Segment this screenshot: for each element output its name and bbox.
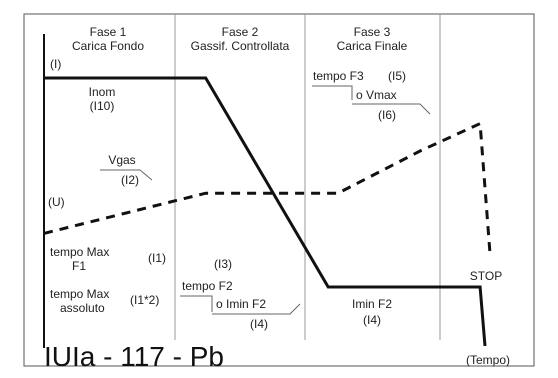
label-i2: (I2) [121,173,139,187]
label-vgas: Vgas [108,153,135,167]
phase-3-name: Fase 3 [354,25,391,39]
label-i10: (I10) [90,99,115,113]
label-i1-2: (I1*2) [130,293,159,307]
x-axis-label: (Tempo) [466,353,510,367]
phase-1-name: Fase 1 [90,25,127,39]
vmax-leader [352,103,431,115]
series-current-line [44,76,487,347]
label-tempo-max-ass-line2: assoluto [60,301,105,315]
tempo-f3-leader [312,85,353,100]
label-i1: (I1) [148,251,166,265]
phase-2-name: Fase 2 [222,25,259,39]
label-i4-a: (I4) [250,317,268,331]
phase-1-subtitle: Carica Fondo [72,39,144,53]
label-i3: (I3) [214,257,232,271]
label-inom: Inom [89,85,116,99]
chart-title: IUIa - 117 - Pb [44,341,224,372]
tempo-f2-leader [180,295,213,312]
current-axis-label: (I) [50,57,61,71]
voltage-axis-label: (U) [48,195,65,209]
label-i5: (I5) [388,69,406,83]
label-i6: (I6) [378,108,396,122]
imin-f2-leader [212,303,301,315]
phase-3-subtitle: Carica Finale [337,39,408,53]
label-tempo-f2: tempo F2 [182,279,233,293]
chart-frame [23,13,535,367]
label-tempo-max-f1-line2: F1 [72,259,86,273]
label-o-vmax: o Vmax [356,88,397,102]
phase-2-subtitle: Gassif. Controllata [191,39,290,53]
label-imin-f2: Imin F2 [352,297,392,311]
vgas-leader [100,169,153,181]
label-tempo-f3: tempo F3 [313,69,364,83]
label-stop: STOP [470,269,502,283]
series-voltage-line [43,121,492,253]
label-tempo-max-ass-line1: tempo Max [50,287,109,301]
label-o-imin-f2: o Imin F2 [216,297,266,311]
label-tempo-max-f1-line1: tempo Max [50,245,109,259]
label-i4-b: (I4) [363,313,381,327]
